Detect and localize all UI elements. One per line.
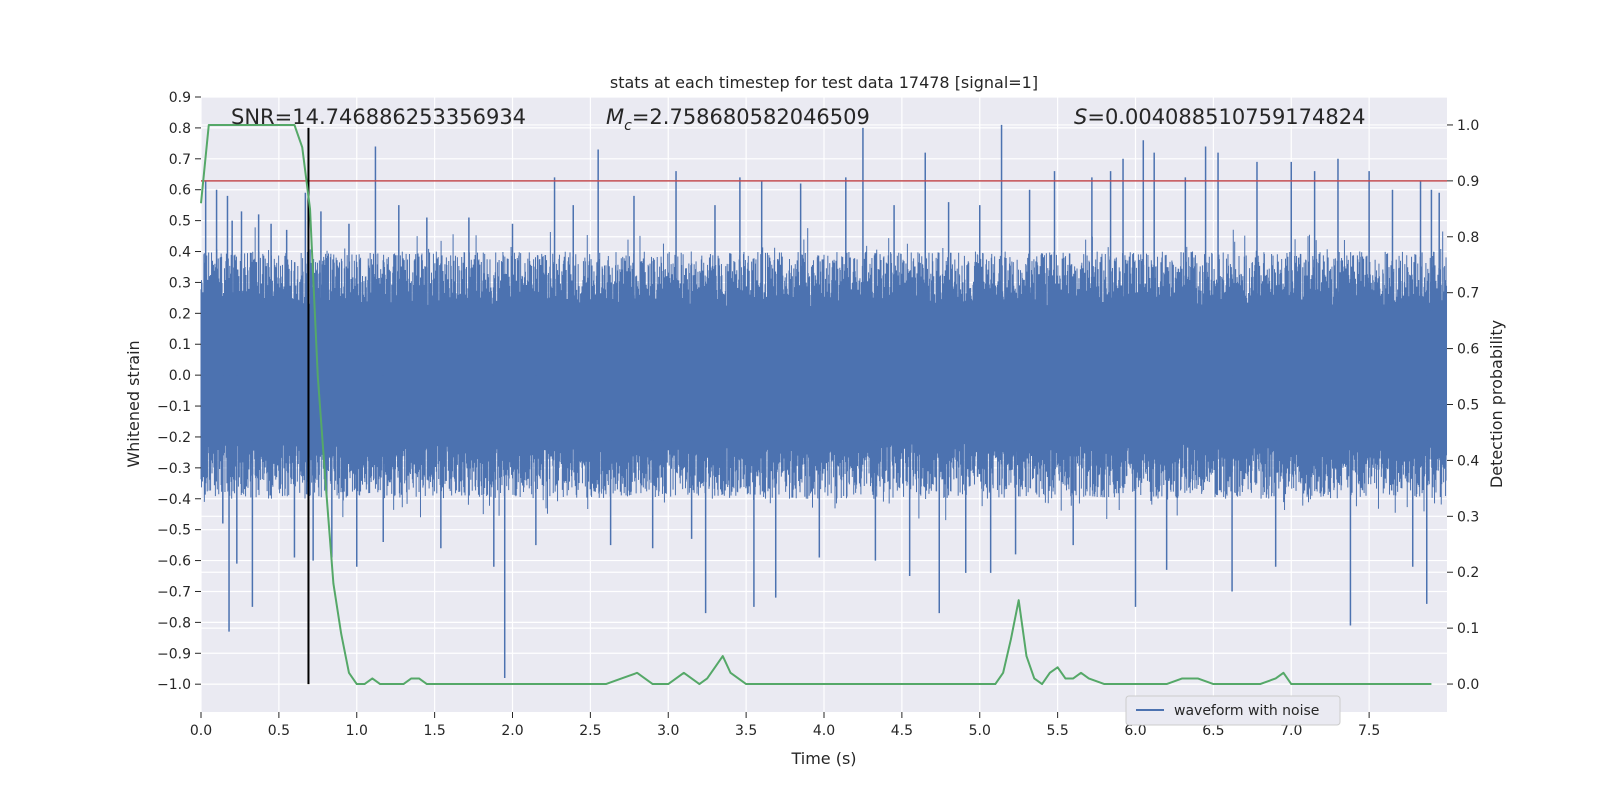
waveform-series: [200, 124, 1448, 679]
mc-value: =2.758680582046509: [632, 105, 870, 129]
y2-tick-label: 0.4: [1457, 453, 1479, 469]
x-tick-label: 0.5: [268, 723, 290, 739]
y-axis-label: Whitened strain: [124, 340, 143, 467]
y-tick-label: −1.0: [157, 677, 191, 693]
y-tick-label: 0.4: [169, 245, 191, 261]
detection-probability-line: [200, 123, 1432, 686]
x-tick-label: 4.5: [891, 723, 913, 739]
x-tick-label: 1.5: [423, 723, 445, 739]
s-annotation: S=0.004088510759174824: [1074, 105, 1365, 129]
mc-symbol: M: [606, 105, 624, 129]
y2-tick-label: 0.3: [1457, 509, 1479, 525]
x-tick-label: 4.0: [813, 723, 835, 739]
snr-annotation: SNR=14.746886253356934: [231, 105, 526, 129]
y2-tick-label: 0.7: [1457, 286, 1479, 302]
y-tick-label: −0.7: [157, 584, 191, 600]
y-tick-label: 0.7: [169, 152, 191, 168]
x-tick-label: 7.0: [1280, 723, 1302, 739]
chart-title: stats at each timestep for test data 174…: [610, 73, 1038, 92]
x-tick-label: 5.0: [969, 723, 991, 739]
y-tick-label: −0.1: [157, 399, 191, 415]
y-tick-label: −0.5: [157, 523, 191, 539]
y2-tick-label: 0.5: [1457, 398, 1479, 414]
y-tick-label: −0.9: [157, 646, 191, 662]
x-tick-label: 0.0: [190, 723, 212, 739]
legend-box: [1125, 695, 1341, 726]
y-tick-label: 0.5: [169, 214, 191, 230]
x-tick-label: 6.5: [1202, 723, 1224, 739]
mc-annotation: Mc=2.758680582046509: [606, 105, 870, 134]
y2-tick-label: 0.1: [1457, 621, 1479, 637]
y-tick-label: 0.6: [169, 183, 191, 199]
x-tick-label: 6.0: [1124, 723, 1146, 739]
y2-tick-label: 0.6: [1457, 342, 1479, 358]
legend: waveform with noise: [1125, 695, 1341, 726]
overlays: [200, 123, 1447, 686]
y2-tick-label: 0.9: [1457, 174, 1479, 190]
y-tick-label: 0.0: [169, 368, 191, 384]
y-tick-label: 0.8: [169, 121, 191, 137]
mc-subscript: c: [624, 118, 632, 134]
x-tick-label: 2.0: [501, 723, 523, 739]
y2-axis-label: Detection probability: [1487, 320, 1506, 488]
x-tick-label: 3.5: [735, 723, 757, 739]
y-tick-label: −0.8: [157, 615, 191, 631]
x-tick-label: 7.5: [1358, 723, 1380, 739]
x-tick-label: 5.5: [1046, 723, 1068, 739]
y2-tick-label: 0.0: [1457, 677, 1479, 693]
y-tick-label: 0.3: [169, 275, 191, 291]
y-tick-label: −0.3: [157, 461, 191, 477]
waveform-core: [201, 310, 1447, 441]
legend-label: waveform with noise: [1174, 703, 1319, 719]
y2-tick-label: 1.0: [1457, 118, 1479, 134]
s-value: =0.004088510759174824: [1087, 105, 1365, 129]
x-tick-label: 3.0: [657, 723, 679, 739]
x-tick-label: 2.5: [579, 723, 601, 739]
y-tick-label: 0.9: [169, 90, 191, 106]
y2-tick-label: 0.2: [1457, 565, 1479, 581]
x-axis-label: Time (s): [790, 749, 856, 768]
x-tick-label: 1.0: [346, 723, 368, 739]
y-tick-label: −0.6: [157, 554, 191, 570]
s-symbol: S: [1074, 105, 1087, 129]
y-tick-label: 0.2: [169, 306, 191, 322]
y2-tick-label: 0.8: [1457, 230, 1479, 246]
y-tick-label: −0.2: [157, 430, 191, 446]
y-tick-label: −0.4: [157, 492, 191, 508]
y-tick-label: 0.1: [169, 337, 191, 353]
